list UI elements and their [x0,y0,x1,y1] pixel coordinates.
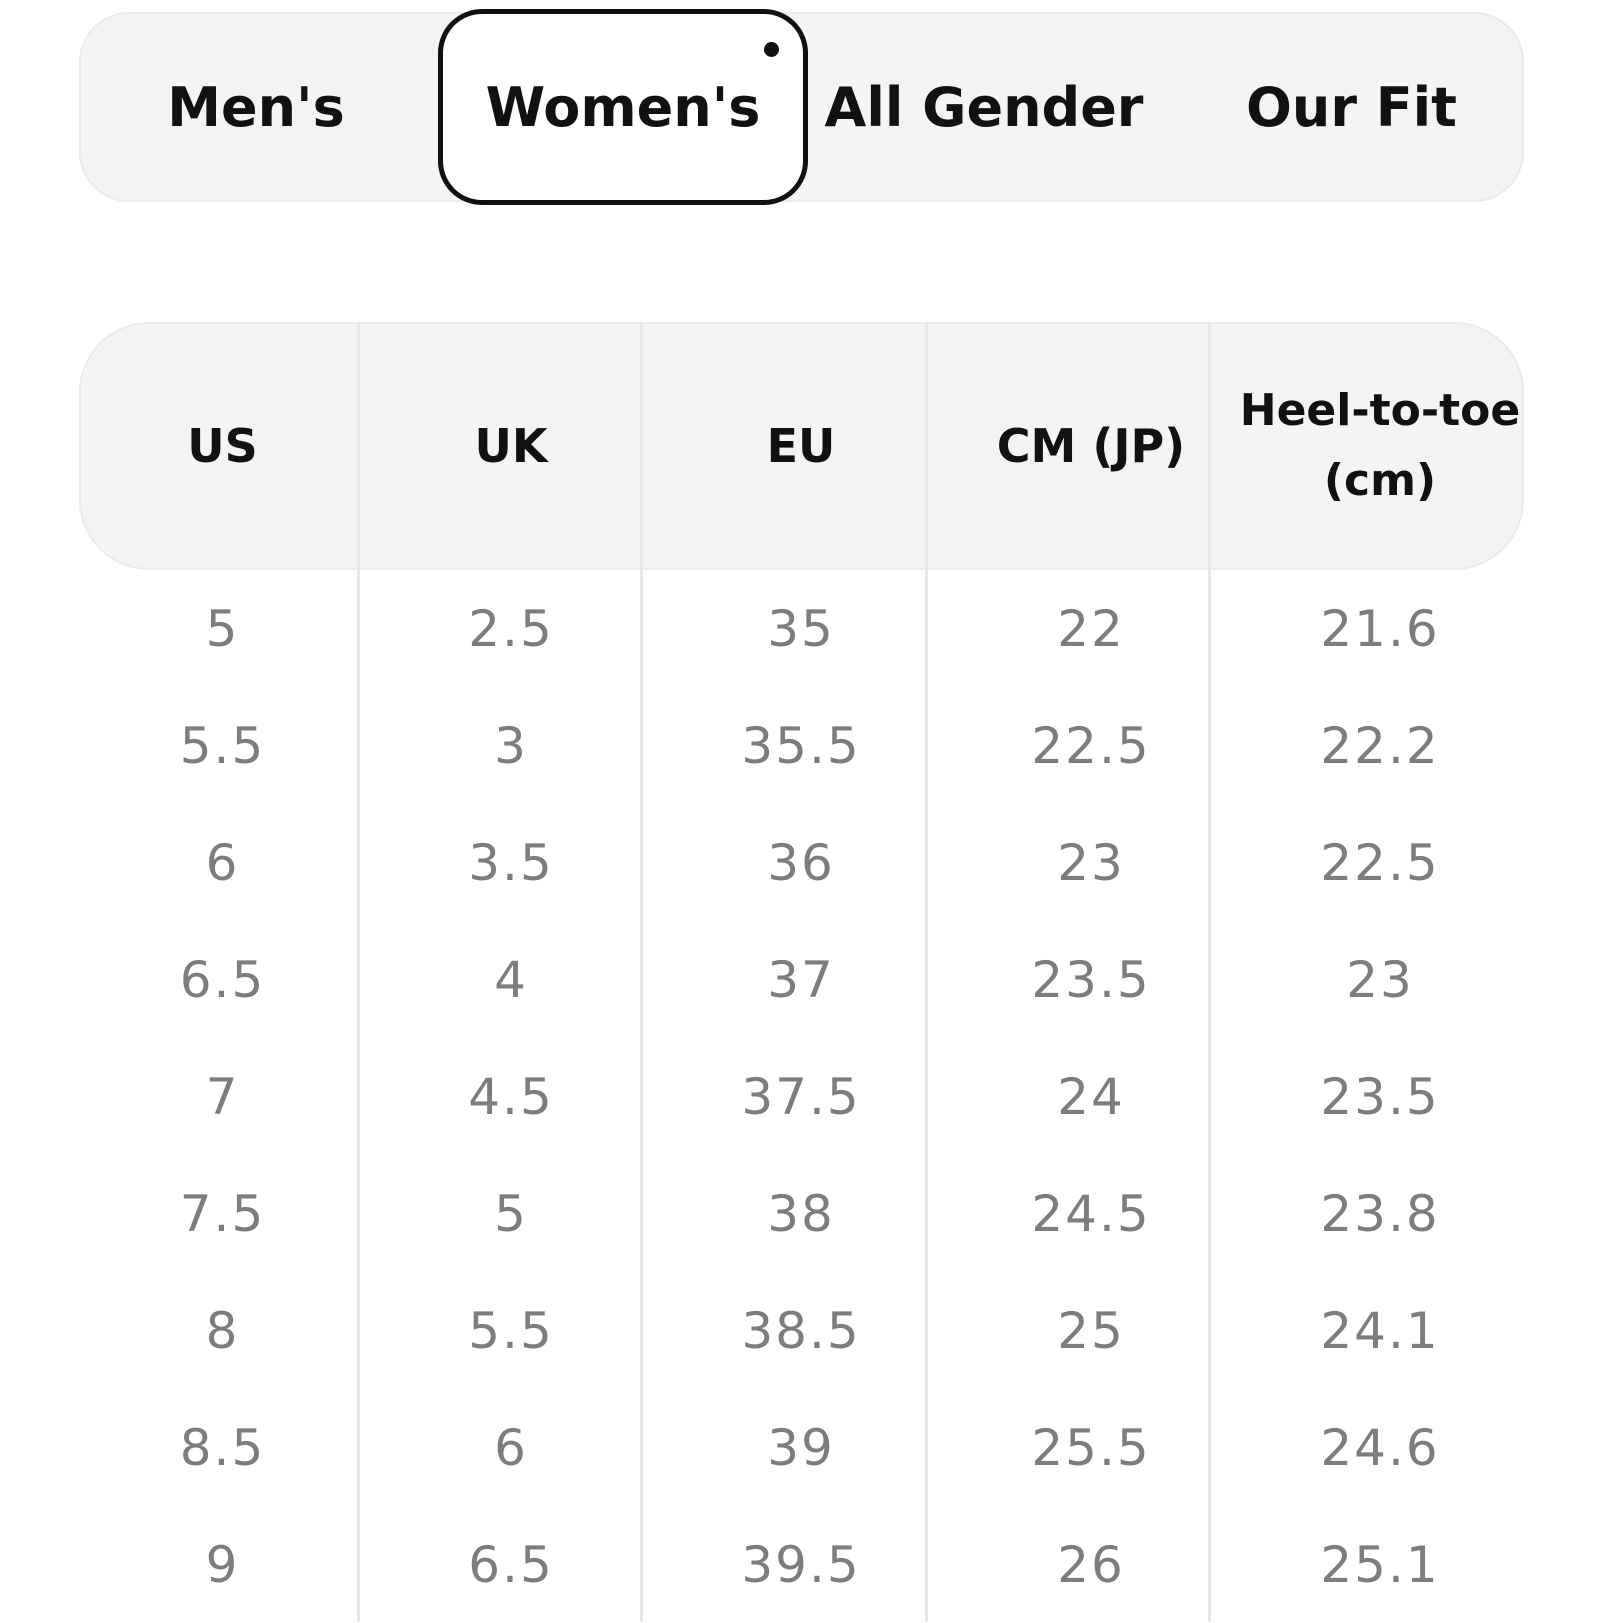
tab-all-gender[interactable]: All Gender [824,75,1144,139]
cell-uk: 4.5 [468,1067,554,1126]
cell-cm-jp: 25 [1057,1301,1125,1360]
header-us: US [187,419,258,473]
table-row: 6.5 4 37 23.5 23 [79,921,1524,1038]
table-body: 5 2.5 35 22 21.6 5.5 3 35.5 22.5 22.2 6 3.5 36 23 22.5… [79,570,1524,1623]
cell-us: 6 [205,833,240,892]
cell-us: 7.5 [179,1184,266,1243]
cell-uk: 6.5 [468,1535,554,1594]
cell-eu: 35 [767,599,835,658]
table-row: 9 6.5 39.5 26 25.1 [79,1506,1524,1623]
table-row: 5.5 3 35.5 22.5 22.2 [79,687,1524,804]
cell-uk: 5 [494,1184,528,1243]
gender-tabs: Men's Women's All Gender Our Fit [79,9,1524,205]
tab-womens-label: Women's [485,75,761,139]
cell-cm-jp: 22.5 [1031,716,1151,775]
cell-us: 9 [205,1535,240,1594]
size-chart-table: US UK EU CM (JP) Heel-to-toe (cm) 5 2.5 35… [79,322,1524,1622]
column-divider [1208,322,1211,1622]
cell-cm-jp: 26 [1057,1535,1125,1594]
column-divider [640,322,643,1622]
cell-eu: 37 [767,950,835,1009]
header-uk: UK [474,419,548,473]
cell-heel-to-toe: 23 [1346,950,1414,1009]
table-row: 7 4.5 37.5 24 23.5 [79,1038,1524,1155]
cell-cm-jp: 24.5 [1031,1184,1151,1243]
cell-us: 8 [205,1301,240,1360]
cell-uk: 3.5 [468,833,554,892]
cell-uk: 4 [494,950,528,1009]
cell-uk: 6 [494,1418,528,1477]
table-header [79,322,1524,570]
tab-mens[interactable]: Men's [167,75,345,139]
cell-uk: 3 [494,716,528,775]
table-row: 8 5.5 38.5 25 24.1 [79,1272,1524,1389]
cell-heel-to-toe: 25.1 [1320,1535,1440,1594]
cell-cm-jp: 24 [1057,1067,1125,1126]
column-divider [925,322,928,1622]
cell-heel-to-toe: 24.6 [1320,1418,1440,1477]
cell-eu: 36 [767,833,835,892]
cell-us: 5 [205,599,240,658]
cell-eu: 38.5 [741,1301,861,1360]
cell-us: 5.5 [179,716,266,775]
cell-cm-jp: 23 [1057,833,1125,892]
cell-cm-jp: 22 [1057,599,1125,658]
cell-us: 8.5 [179,1418,266,1477]
cell-us: 7 [205,1067,240,1126]
cell-uk: 5.5 [468,1301,554,1360]
cell-us: 6.5 [179,950,266,1009]
tab-womens[interactable]: Women's [438,9,808,205]
cell-cm-jp: 23.5 [1031,950,1151,1009]
cell-heel-to-toe: 23.8 [1320,1184,1440,1243]
cell-eu: 38 [767,1184,835,1243]
selected-dot-icon [764,42,779,57]
header-cm-jp: CM (JP) [996,419,1186,473]
header-heel-to-toe: Heel-to-toe (cm) [1239,385,1521,506]
cell-heel-to-toe: 21.6 [1320,599,1440,658]
cell-heel-to-toe: 23.5 [1320,1067,1440,1126]
tab-our-fit[interactable]: Our Fit [1246,75,1457,139]
cell-eu: 39.5 [741,1535,861,1594]
table-row: 6 3.5 36 23 22.5 [79,804,1524,921]
table-row: 8.5 6 39 25.5 24.6 [79,1389,1524,1506]
column-divider [357,322,360,1622]
header-eu: EU [766,419,836,473]
cell-eu: 39 [767,1418,835,1477]
cell-uk: 2.5 [468,599,554,658]
cell-heel-to-toe: 24.1 [1320,1301,1440,1360]
cell-eu: 37.5 [741,1067,861,1126]
cell-cm-jp: 25.5 [1031,1418,1151,1477]
cell-heel-to-toe: 22.5 [1320,833,1440,892]
cell-eu: 35.5 [741,716,861,775]
table-row: 5 2.5 35 22 21.6 [79,570,1524,687]
cell-heel-to-toe: 22.2 [1320,716,1440,775]
table-row: 7.5 5 38 24.5 23.8 [79,1155,1524,1272]
